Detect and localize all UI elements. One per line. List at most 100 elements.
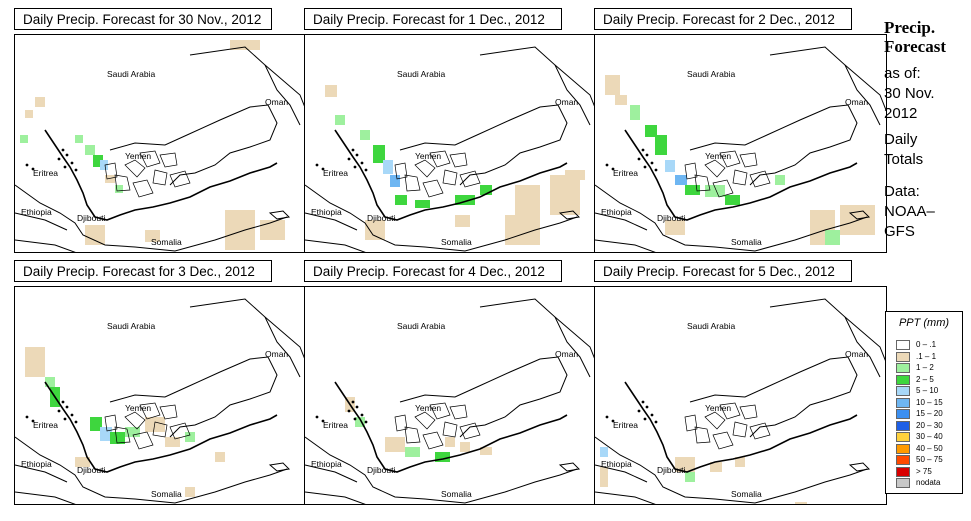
- governorate-border: [684, 414, 698, 432]
- precip-cell: [675, 457, 695, 472]
- precip-map: Saudi Arabia Oman Yemen Eritrea Ethiopia Djib…: [14, 34, 307, 253]
- precip-cell: [145, 230, 160, 242]
- precip-cell: [735, 457, 745, 467]
- legend-row: 50 – 75: [896, 455, 960, 466]
- legend-label: > 75: [916, 466, 932, 476]
- governorate-border: [719, 150, 741, 168]
- legend-row: 20 – 30: [896, 420, 960, 432]
- governorate-border: [719, 402, 741, 420]
- precip-map: Saudi Arabia Oman Yemen Eritrea Ethiopia Djib…: [594, 34, 887, 253]
- precip-cell: [665, 160, 675, 172]
- governorate-border: [749, 170, 771, 188]
- governorate-border: [442, 421, 458, 438]
- map-label-yemen: Yemen: [705, 151, 731, 161]
- country-border: [109, 356, 278, 438]
- governorate-border: [429, 150, 451, 168]
- legend-row: 30 – 40: [896, 432, 960, 443]
- governorate-border: [404, 174, 421, 192]
- island-dot: [70, 161, 74, 165]
- precip-cell: [725, 195, 740, 205]
- map-canvas: Saudi Arabia Oman Yemen Eritrea Ethiopia Djib…: [15, 40, 306, 252]
- info-sidebar: Precip. Forecast as of: 30 Nov. 2012 Dai…: [884, 18, 970, 242]
- precip-cell: [93, 155, 103, 167]
- precip-cell: [480, 185, 492, 195]
- island-dot: [637, 409, 641, 413]
- country-border: [844, 64, 886, 112]
- island-dot: [364, 168, 368, 172]
- island-dot: [643, 165, 647, 169]
- country-border: [305, 184, 578, 252]
- precip-cell: [390, 175, 400, 187]
- map-label-yemen: Yemen: [415, 151, 441, 161]
- legend-label: nodata: [916, 478, 941, 487]
- island-dot: [654, 168, 658, 172]
- product-title: Precip. Forecast: [884, 18, 946, 56]
- country-border: [595, 184, 868, 252]
- island-dot: [347, 157, 351, 161]
- as-of-date: as of: 30 Nov. 2012: [884, 65, 935, 122]
- precip-cell: [600, 447, 608, 457]
- map-label-saudi: Saudi Arabia: [107, 321, 155, 331]
- precip-map: Saudi Arabia Oman Yemen Eritrea Ethiopia Djib…: [594, 286, 887, 505]
- forecast-panel: Daily Precip. Forecast for 30 Nov., 2012…: [14, 8, 307, 253]
- legend-row: 40 – 50: [896, 443, 960, 455]
- precip-cell: [215, 452, 225, 462]
- island-dot: [355, 405, 359, 409]
- island-dot: [61, 400, 65, 404]
- country-border: [769, 46, 881, 126]
- country-border: [399, 104, 568, 186]
- legend-row: > 75: [896, 466, 960, 478]
- legend-swatch: [896, 409, 910, 419]
- country-border: [305, 464, 358, 483]
- island-dot: [360, 161, 364, 165]
- map-label-oman: Oman: [555, 97, 578, 107]
- precip-cell: [600, 467, 608, 487]
- governorate-border: [169, 170, 191, 188]
- map-label-yemen: Yemen: [125, 403, 151, 413]
- legend-label: 1 – 2: [916, 363, 934, 372]
- precip-cell: [75, 135, 83, 143]
- legend-label: 15 – 20: [916, 409, 943, 418]
- precip-cell: [550, 175, 580, 215]
- map-label-saudi: Saudi Arabia: [687, 69, 735, 79]
- governorate-border: [104, 414, 118, 432]
- legend-label: 2 – 5: [916, 374, 934, 384]
- map-label-somalia: Somalia: [151, 237, 182, 247]
- governorate-border: [139, 402, 161, 420]
- island-dot: [645, 405, 649, 409]
- island-dot: [351, 400, 355, 404]
- governorate-border: [159, 152, 178, 168]
- legend-row: 15 – 20: [896, 409, 960, 420]
- map-label-ethiopia: Ethiopia: [21, 459, 52, 469]
- precip-cell: [365, 220, 385, 240]
- precip-cell: [85, 225, 105, 245]
- island-dot: [25, 163, 29, 167]
- precip-cell: [230, 40, 260, 50]
- forecast-panel: Daily Precip. Forecast for 5 Dec., 2012 S…: [594, 260, 887, 505]
- governorate-border: [132, 179, 154, 198]
- panel-title: Daily Precip. Forecast for 2 Dec., 2012: [594, 8, 852, 30]
- governorate-border: [694, 174, 711, 192]
- country-border: [554, 316, 596, 364]
- governorate-border: [139, 150, 161, 168]
- precip-cell: [395, 195, 407, 205]
- precip-cell: [260, 220, 285, 240]
- legend-label: .1 – 1: [916, 351, 937, 361]
- totals-note: Daily Totals: [884, 131, 924, 168]
- island-dot: [57, 157, 61, 161]
- coastline: [334, 129, 568, 221]
- map-label-somalia: Somalia: [731, 237, 762, 247]
- island-dot: [321, 419, 325, 423]
- map-canvas: Saudi Arabia Oman Yemen Eritrea Ethiopia Djib…: [15, 298, 306, 504]
- precip-cell: [775, 175, 785, 185]
- map-label-eritrea: Eritrea: [33, 168, 58, 178]
- coastline: [624, 129, 858, 221]
- island-dot: [353, 165, 357, 169]
- legend-title: PPT (mm): [898, 317, 950, 329]
- country-border: [399, 356, 568, 438]
- legend-label: 40 – 50: [916, 443, 943, 453]
- country-border: [15, 184, 288, 252]
- coastline: [624, 381, 858, 473]
- precip-cell: [665, 220, 685, 235]
- governorate-border: [449, 404, 468, 420]
